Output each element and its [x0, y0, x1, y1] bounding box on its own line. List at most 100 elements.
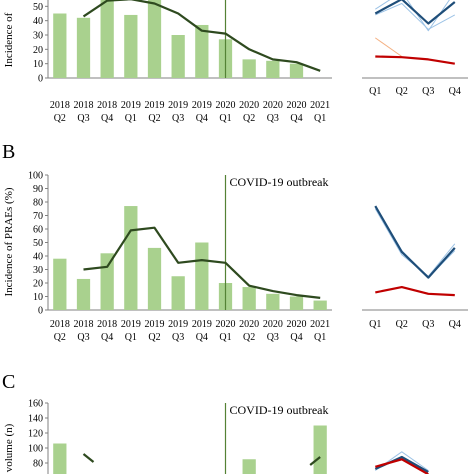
bar [289, 296, 304, 310]
bar [313, 425, 327, 474]
y-tick-label: 20 [33, 45, 43, 56]
x-year-label: 2018 [50, 319, 70, 330]
side-series-line [375, 458, 429, 474]
bar [76, 17, 91, 78]
side-series-line [375, 55, 455, 65]
bar [147, 247, 162, 310]
side-x-label: Q2 [396, 319, 408, 330]
x-quarter-label: Q3 [172, 332, 184, 343]
x-quarter-label: Q3 [172, 113, 184, 124]
x-year-label: 2019 [192, 319, 212, 330]
x-quarter-label: Q3 [77, 113, 89, 124]
side-series-line [375, 0, 450, 32]
bar [53, 13, 67, 78]
bar [171, 276, 185, 310]
x-year-label: 2018 [74, 100, 94, 111]
y-tick-label: 90 [33, 184, 43, 195]
side-series-line [374, 0, 456, 25]
x-quarter-label: Q1 [125, 332, 137, 343]
side-series-line [374, 205, 456, 279]
y-tick-label: 50 [33, 2, 43, 13]
y-tick-label: 0 [38, 74, 43, 85]
panel-c-label: C [2, 371, 15, 393]
side-series-line [375, 3, 456, 30]
y-tick-label: 50 [33, 238, 43, 249]
bar [313, 300, 327, 310]
side-x-label: Q2 [396, 86, 408, 97]
y-tick-label: 100 [28, 171, 43, 182]
side-x-label: Q4 [449, 319, 461, 330]
y-tick-label: 30 [33, 31, 43, 42]
y-tick-label: 160 [28, 399, 43, 410]
x-quarter-label: Q4 [290, 332, 302, 343]
y-tick-label: 40 [33, 16, 43, 27]
y-tick-label: 140 [28, 414, 43, 425]
x-year-label: 2021 [310, 319, 330, 330]
side-x-label: Q1 [369, 319, 381, 330]
x-quarter-label: Q4 [196, 332, 208, 343]
x-quarter-label: Q2 [243, 332, 255, 343]
panel-b: 0 10 20 30 40 50 60 70 80 90 100 Incidence of PRAEs… [3, 171, 332, 343]
x-year-label: 2020 [263, 319, 283, 330]
bar [266, 60, 280, 78]
x-quarter-label: Q1 [314, 332, 326, 343]
x-year-label: 2019 [168, 319, 188, 330]
side-x-label: Q1 [369, 86, 381, 97]
x-year-label: 2018 [74, 319, 94, 330]
x-quarter-label: Q2 [54, 113, 66, 124]
x-quarter-label: Q1 [314, 113, 326, 124]
covid-outbreak-annotation: COVID-19 outbreak [230, 175, 329, 189]
bar [195, 24, 209, 78]
x-year-label: 2018 [97, 100, 117, 111]
panel-b-side-chart: Q1 Q2 Q3 Q4 [362, 205, 468, 330]
bar [100, 0, 114, 78]
y-tick-label: 80 [33, 459, 43, 470]
y-axis-label: Incidence of [3, 12, 15, 67]
x-quarter-label: Q4 [101, 113, 113, 124]
y-tick-label: 70 [33, 211, 43, 222]
trend-line [83, 226, 321, 299]
x-quarter-label: Q3 [77, 332, 89, 343]
trend-line [82, 0, 321, 72]
bar [53, 258, 67, 310]
x-year-label: 2021 [310, 100, 330, 111]
x-year-label: 2020 [287, 100, 307, 111]
x-quarter-label: Q4 [290, 113, 302, 124]
y-tick-label: 100 [28, 444, 43, 455]
x-quarter-label: Q3 [267, 332, 279, 343]
bar [242, 59, 256, 78]
y-axis-label: Incidence of PRAEs (%) [3, 187, 15, 296]
bar [124, 206, 138, 310]
x-year-label: 2018 [50, 100, 70, 111]
panel-b-label: B [2, 141, 15, 163]
y-tick-label: 80 [33, 198, 43, 209]
x-year-label: 2019 [145, 319, 165, 330]
bar [242, 459, 256, 474]
x-year-label: 2020 [239, 319, 259, 330]
x-year-label: 2020 [287, 319, 307, 330]
x-quarter-label: Q3 [267, 113, 279, 124]
y-tick-label: 10 [33, 59, 43, 70]
x-year-label: 2019 [121, 319, 141, 330]
bar [171, 35, 185, 78]
bar [266, 293, 280, 310]
panel-c-side-chart [374, 451, 429, 474]
bar [76, 278, 91, 310]
x-quarter-label: Q2 [148, 113, 160, 124]
trend-segment [82, 453, 95, 463]
bar [242, 287, 256, 310]
x-year-label: 2020 [263, 100, 283, 111]
y-tick-label: 60 [33, 225, 43, 236]
y-axis-label: volume (n) [3, 423, 15, 472]
x-quarter-label: Q2 [54, 332, 66, 343]
x-quarter-label: Q2 [243, 113, 255, 124]
y-tick-label: 20 [33, 279, 43, 290]
bar [195, 242, 209, 310]
y-tick-label: 120 [28, 429, 43, 440]
y-tick-label: 10 [33, 292, 43, 303]
trend-segment [309, 456, 321, 466]
side-x-label: Q3 [422, 86, 434, 97]
x-quarter-label: Q1 [219, 113, 231, 124]
